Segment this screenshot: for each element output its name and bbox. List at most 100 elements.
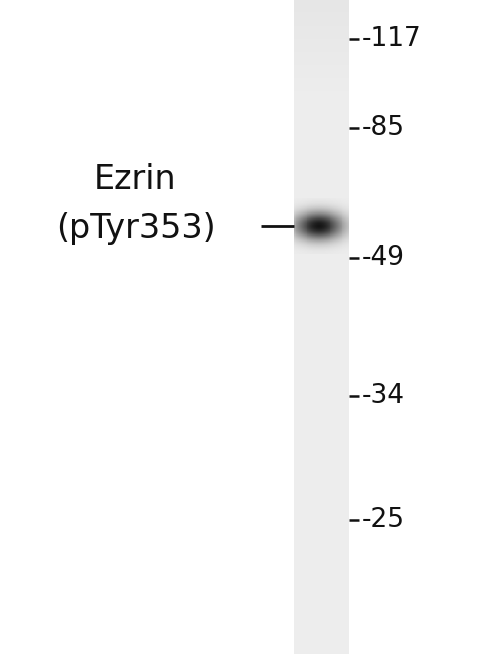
Bar [327,237,329,238]
Bar [347,221,349,222]
Bar [294,235,296,237]
Bar [312,210,313,211]
Bar [320,210,321,211]
Bar [293,207,295,208]
Bar [321,247,322,248]
Bar [294,235,296,236]
Bar [319,226,320,228]
Bar [339,206,341,207]
Bar [305,249,307,250]
Bar [293,71,348,74]
Bar [315,220,317,221]
Bar [330,237,331,238]
Bar [311,239,312,241]
Bar [330,220,331,221]
Bar [347,218,349,220]
Bar [320,211,321,213]
Bar [305,212,307,213]
Bar [304,246,306,247]
Bar [293,573,348,576]
Bar [301,213,303,214]
Bar [319,248,320,249]
Bar [293,232,295,233]
Bar [310,227,311,228]
Bar [332,204,333,205]
Bar [329,216,330,218]
Bar [314,235,316,236]
Bar [315,249,317,250]
Bar [299,199,300,200]
Bar [320,213,321,215]
Bar [305,220,307,221]
Bar [323,230,324,232]
Bar [301,245,303,246]
Bar [313,215,315,216]
Bar [320,203,321,205]
Bar [316,208,318,209]
Bar [297,214,298,215]
Bar [331,233,332,234]
Bar [299,215,300,216]
Bar [319,230,320,232]
Bar [328,225,330,226]
Bar [325,220,327,222]
Bar [309,234,310,235]
Bar [298,215,299,216]
Bar [322,207,323,209]
Bar [326,223,328,224]
Bar [303,239,305,241]
Bar [310,205,311,207]
Bar [341,230,342,232]
Bar [320,202,321,203]
Bar [312,217,313,218]
Bar [328,200,330,201]
Bar [301,237,302,239]
Bar [313,206,314,207]
Bar [342,201,343,202]
Bar [346,247,347,249]
Bar [302,218,304,219]
Bar [298,201,299,202]
Bar [319,229,320,230]
Bar [293,583,348,587]
Bar [299,203,300,204]
Bar [304,215,306,216]
Bar [314,217,316,218]
Bar [335,210,337,211]
Bar [340,252,341,254]
Bar [309,229,310,230]
Bar [335,226,337,227]
Bar [307,213,308,215]
Bar [316,241,318,243]
Bar [293,199,295,201]
Bar [319,203,320,204]
Bar [302,241,304,242]
Bar [333,239,334,240]
Bar [318,252,319,254]
Bar [322,237,323,238]
Bar [293,364,348,366]
Bar [293,78,348,80]
Bar [294,223,296,224]
Bar [319,233,320,234]
Bar [323,206,324,207]
Bar [318,214,319,215]
Bar [310,225,311,226]
Bar [327,230,329,232]
Bar [333,238,334,239]
Bar [317,233,319,234]
Bar [316,247,318,248]
Bar [304,248,306,249]
Bar [316,211,318,213]
Bar [344,215,345,216]
Bar [336,230,338,231]
Bar [331,199,332,200]
Bar [293,91,348,94]
Bar [331,233,332,235]
Bar [310,241,311,242]
Bar [345,241,346,242]
Bar [305,247,307,249]
Bar [299,216,300,218]
Bar [315,198,317,199]
Bar [323,216,325,218]
